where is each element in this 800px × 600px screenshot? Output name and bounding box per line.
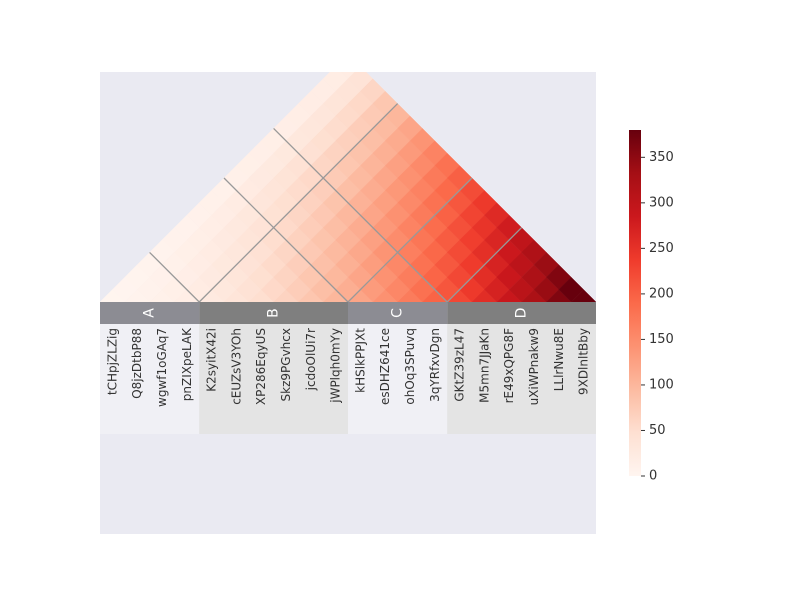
- tick-label: cEUZsV3YOh: [229, 328, 243, 405]
- tick-label: pnZIXpeLAK: [180, 327, 194, 401]
- tick-labels: tCHpjZLZig Q8jzDtbP88 wgwf1oGAq7 pnZIXpeLAK…: [105, 327, 590, 407]
- tick-label: tCHpjZLZig: [105, 328, 119, 395]
- colorbar-tick-label: 100: [649, 377, 674, 392]
- tick-label: Skz9PGvhcx: [279, 328, 293, 401]
- colorbar-tick-label: 200: [649, 286, 674, 301]
- tick-label: LLlrNwu8E: [552, 328, 566, 391]
- colorbar-tick-label: 150: [649, 332, 674, 347]
- group-divider-line: [198, 103, 399, 303]
- group-band-B: [199, 302, 348, 324]
- colorbar: 0 50 100 150 200 250 300 350: [629, 130, 674, 484]
- group-band-D: [447, 302, 596, 324]
- tick-label: jcdoOlUi7r: [304, 328, 318, 391]
- colorbar-ticks: 0 50 100 150 200 250 300 350: [641, 150, 674, 484]
- heatmap-chart: A B C D tCHpjZLZig Q8jzDtbP88 wgwf1oGAq7 pnZIX…: [100, 72, 596, 534]
- group-divider-line: [223, 177, 349, 303]
- tick-label: K2syitX42i: [205, 328, 219, 392]
- group-label-A: A: [142, 308, 158, 318]
- colorbar-tick-label: 50: [649, 423, 666, 438]
- colorbar-tick-label: 350: [649, 150, 674, 165]
- colorbar-tick-label: 0: [649, 469, 657, 484]
- label-background-A: [100, 324, 200, 434]
- tick-label: GKtZ39zL47: [453, 328, 467, 402]
- group-label-B: B: [266, 308, 282, 318]
- tick-label: rE49xQPG8F: [502, 328, 516, 404]
- group-bands: A B C D: [100, 302, 596, 324]
- group-divider-lines: [149, 103, 523, 303]
- label-background-B: [199, 324, 348, 434]
- group-label-C: C: [390, 308, 406, 318]
- colorbar-gradient: [629, 130, 641, 476]
- tick-label: M5mn7JJaKn: [477, 328, 491, 403]
- colorbar-tick-label: 250: [649, 241, 674, 256]
- tick-label: XP286EqyUS: [254, 328, 268, 405]
- tick-label: ohOq3SPuvq: [403, 328, 417, 405]
- tick-label: Q8jzDtbP88: [130, 328, 144, 399]
- label-background-C: [348, 324, 448, 434]
- group-label-D: D: [514, 308, 530, 319]
- group-divider-line: [149, 251, 200, 303]
- tick-label: wgwf1oGAq7: [155, 328, 169, 407]
- group-divider-line: [347, 177, 473, 303]
- group-divider-line: [446, 227, 523, 303]
- tick-label: jWPlqh0mYy: [329, 328, 343, 404]
- tick-label: 3qYRfxvDgn: [428, 328, 442, 402]
- group-band-C: [348, 302, 448, 324]
- tick-label: 9XDlnltBby: [577, 328, 591, 395]
- colorbar-tick-label: 300: [649, 195, 674, 210]
- tick-label: kHSlkPPJXt: [353, 328, 367, 393]
- tick-label: uXiWPnakw9: [527, 328, 541, 405]
- tick-label: esDHZ641ce: [378, 328, 392, 405]
- group-divider-line: [273, 127, 448, 303]
- plot-area: A B C D tCHpjZLZig Q8jzDtbP88 wgwf1oGAq7 pnZIX…: [100, 72, 596, 534]
- label-background-group: [100, 324, 596, 434]
- group-band-A: [100, 302, 200, 324]
- label-background-D: [447, 324, 596, 434]
